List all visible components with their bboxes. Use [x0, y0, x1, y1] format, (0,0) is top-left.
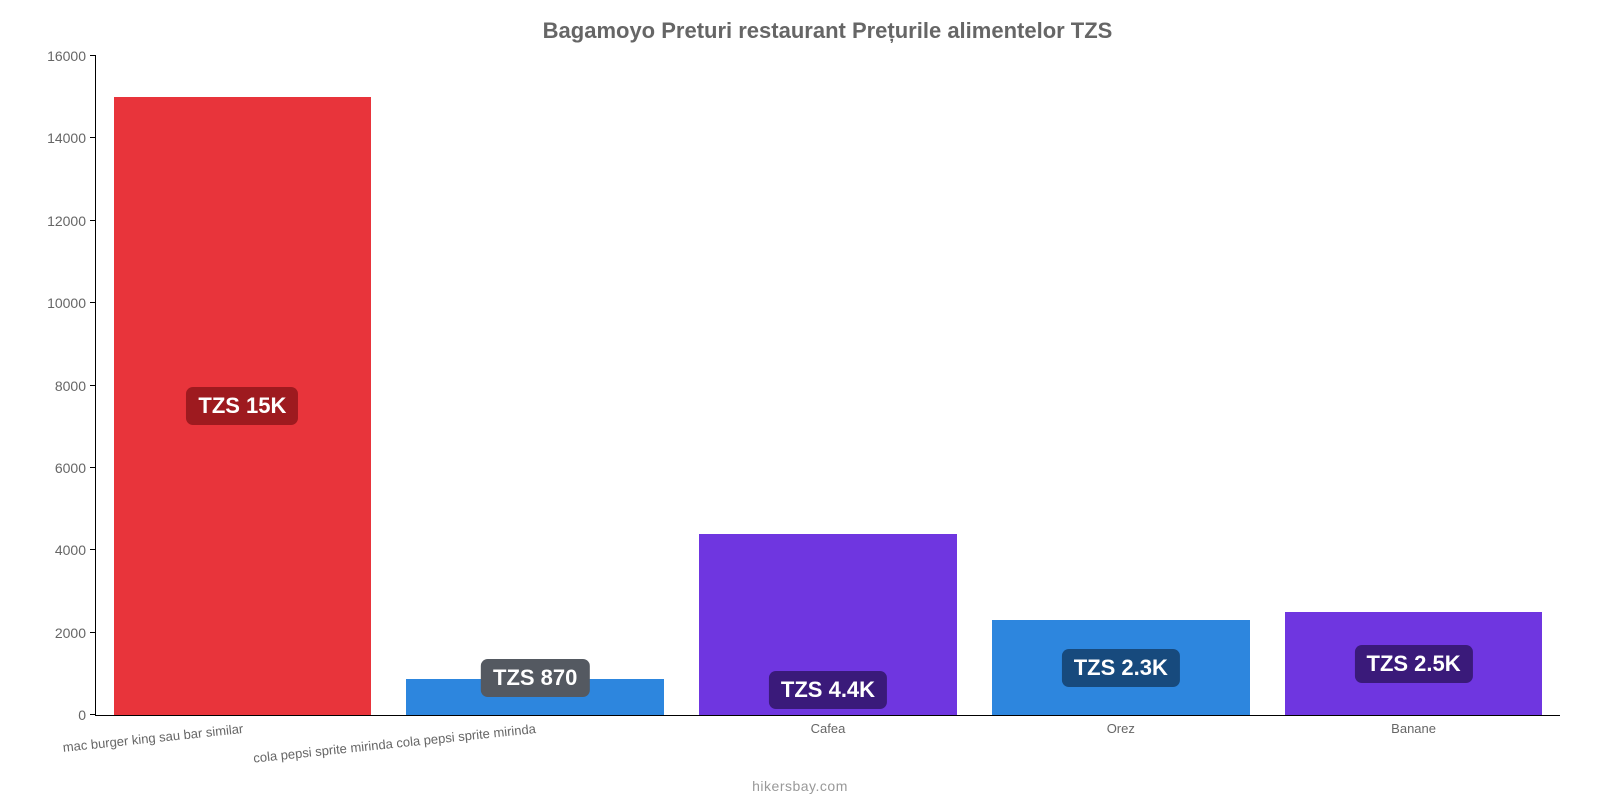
y-tick-mark	[90, 137, 96, 138]
bar-value-label: TZS 4.4K	[769, 671, 887, 709]
bar-slot: TZS 2.3K	[974, 56, 1267, 715]
bar: TZS 15K	[114, 97, 372, 715]
footer-credit: hikersbay.com	[0, 778, 1600, 794]
bar: TZS 870	[406, 679, 664, 715]
x-category-label: Orez	[1107, 721, 1135, 736]
y-tick-label: 16000	[26, 48, 86, 64]
y-tick-mark	[90, 220, 96, 221]
bar-value-label: TZS 2.3K	[1062, 649, 1180, 687]
bar-value-label: TZS 2.5K	[1355, 645, 1473, 683]
x-category-label: Banane	[1391, 721, 1436, 736]
y-tick-label: 12000	[26, 213, 86, 229]
price-chart: Bagamoyo Preturi restaurant Prețurile al…	[0, 0, 1600, 800]
x-label-slot: Cafea	[682, 715, 975, 765]
x-label-slot: cola pepsi sprite mirinda cola pepsi spr…	[389, 715, 682, 765]
bar-slot: TZS 870	[389, 56, 682, 715]
bars-row: TZS 15K TZS 870 TZS 4.4K TZS 2.3K TZS 2.5K	[96, 56, 1560, 715]
y-tick-mark	[90, 714, 96, 715]
y-tick-label: 8000	[26, 378, 86, 394]
bar: TZS 4.4K	[699, 534, 957, 715]
y-tick-label: 2000	[26, 625, 86, 641]
x-category-label: mac burger king sau bar similar	[62, 721, 244, 755]
y-tick-label: 0	[26, 707, 86, 723]
y-tick-label: 10000	[26, 295, 86, 311]
y-tick-mark	[90, 385, 96, 386]
bar-value-label: TZS 15K	[186, 387, 298, 425]
bar: TZS 2.3K	[992, 620, 1250, 715]
bar-slot: TZS 4.4K	[682, 56, 975, 715]
bar-value-label: TZS 870	[481, 659, 589, 697]
y-tick-mark	[90, 55, 96, 56]
y-tick-mark	[90, 549, 96, 550]
y-tick-mark	[90, 632, 96, 633]
bar: TZS 2.5K	[1285, 612, 1543, 715]
x-label-slot: Orez	[974, 715, 1267, 765]
y-tick-mark	[90, 467, 96, 468]
bar-slot: TZS 15K	[96, 56, 389, 715]
y-tick-label: 4000	[26, 542, 86, 558]
y-axis: 0200040006000800010000120001400016000	[26, 56, 86, 715]
bar-slot: TZS 2.5K	[1267, 56, 1560, 715]
y-tick-mark	[90, 302, 96, 303]
x-axis-labels: mac burger king sau bar similarcola peps…	[96, 715, 1560, 765]
y-tick-label: 14000	[26, 130, 86, 146]
x-category-label: Cafea	[811, 721, 846, 736]
x-label-slot: Banane	[1267, 715, 1560, 765]
plot-area: 0200040006000800010000120001400016000 TZ…	[95, 56, 1560, 716]
chart-title: Bagamoyo Preturi restaurant Prețurile al…	[95, 10, 1560, 56]
y-tick-label: 6000	[26, 460, 86, 476]
